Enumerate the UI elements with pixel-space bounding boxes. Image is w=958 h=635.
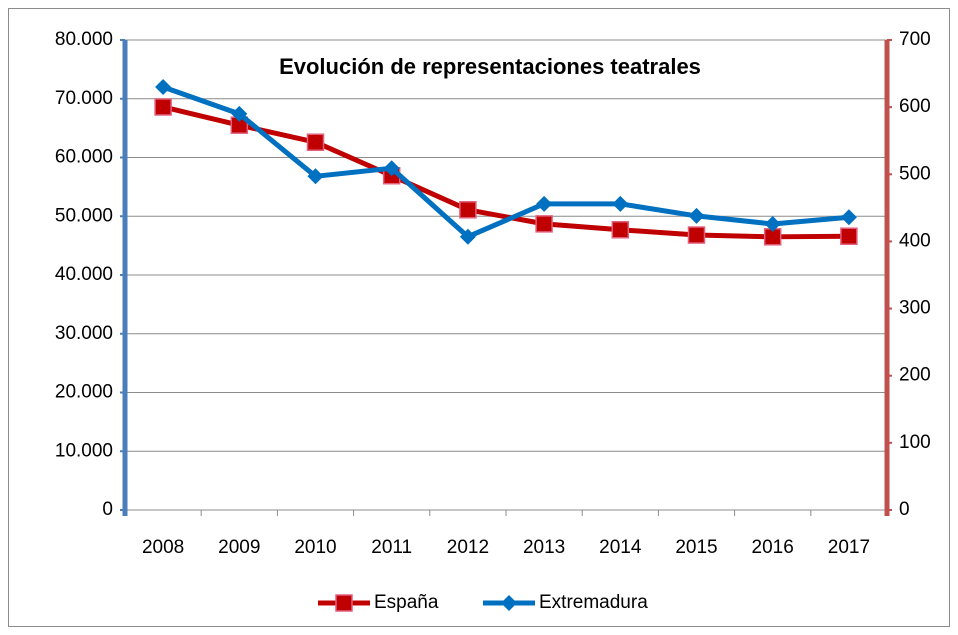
- y-tick-label: 60.000: [55, 147, 113, 168]
- y-tick-label: 0: [102, 499, 113, 520]
- chart-title: Evolución de representaciones teatrales: [279, 54, 701, 79]
- y2-tick-label: 400: [899, 230, 931, 251]
- x-tick-label: 2010: [294, 537, 336, 558]
- marker: [335, 594, 353, 612]
- y-tick-label: 10.000: [55, 440, 113, 461]
- marker: [688, 207, 705, 224]
- marker: [155, 79, 172, 95]
- marker: [154, 98, 172, 116]
- y-tick-label: 80.000: [55, 29, 113, 50]
- marker: [840, 209, 857, 226]
- x-tick-label: 2015: [675, 537, 717, 558]
- y-tick-label: 20.000: [55, 382, 113, 403]
- y2-tick-label: 100: [899, 432, 931, 453]
- x-tick-label: 2013: [523, 537, 565, 558]
- marker: [231, 105, 248, 122]
- legend-label: Extremadura: [539, 592, 648, 613]
- marker: [536, 195, 553, 212]
- marker: [307, 168, 324, 185]
- x-tick-label: 2011: [371, 537, 412, 558]
- y-tick-label: 30.000: [55, 323, 113, 344]
- marker: [612, 195, 629, 212]
- x-tick-label: 2016: [752, 537, 794, 558]
- series-line: [162, 104, 849, 240]
- marker: [840, 227, 858, 245]
- x-tick-label: 2017: [828, 537, 870, 558]
- y2-tick-label: 0: [899, 499, 910, 520]
- marker: [764, 215, 781, 232]
- marker: [501, 595, 517, 611]
- legend-label: España: [374, 592, 439, 613]
- marker: [459, 201, 477, 219]
- marker: [459, 228, 476, 245]
- marker: [687, 226, 706, 244]
- y-tick-label: 70.000: [55, 88, 113, 109]
- x-tick-label: 2008: [142, 537, 184, 558]
- series-line: [162, 84, 850, 240]
- chart-border: [8, 8, 950, 627]
- x-tick-label: 2014: [599, 537, 642, 558]
- y2-tick-label: 500: [899, 163, 931, 184]
- x-tick-label: 2009: [218, 537, 260, 558]
- marker: [535, 215, 553, 233]
- x-tick-label: 2012: [447, 537, 489, 558]
- marker: [306, 133, 325, 151]
- y-tick-label: 50.000: [55, 205, 113, 226]
- y2-tick-label: 600: [899, 96, 931, 117]
- marker: [611, 221, 630, 239]
- y2-tick-label: 300: [899, 298, 931, 319]
- y2-tick-label: 200: [899, 365, 931, 386]
- marker: [383, 160, 400, 177]
- y-tick-label: 40.000: [55, 264, 113, 285]
- y2-tick-label: 700: [899, 29, 931, 50]
